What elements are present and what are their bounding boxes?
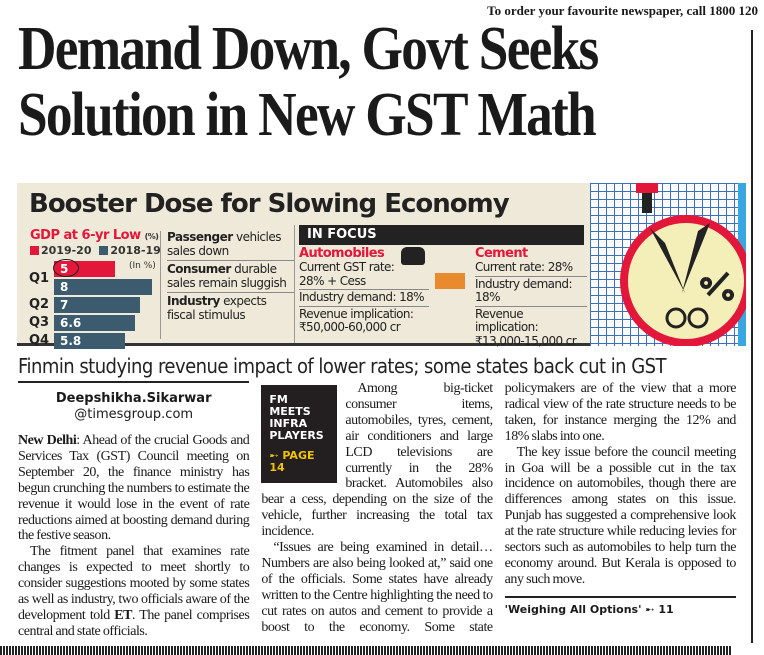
gdp-bar: 7 xyxy=(54,297,140,313)
point-keyword: Consumer xyxy=(167,262,231,276)
promo-line: INFRA xyxy=(269,417,308,430)
point-text: expects fiscal stimulus xyxy=(167,294,267,322)
gdp-bar: 5.8 xyxy=(54,333,126,349)
point-keyword: Passenger xyxy=(167,230,233,244)
in-focus-label: IN FOCUS xyxy=(299,225,584,245)
unit-note: (In %) xyxy=(129,261,156,271)
paragraph-text: The fitment panel that examines rate cha… xyxy=(18,544,250,623)
headline-line: Solution in New GST Math xyxy=(18,81,597,149)
car-icon xyxy=(401,247,425,265)
byline: Deepshikha.Sikarwar @timesgroup.com xyxy=(18,381,250,433)
point-keyword: Industry xyxy=(167,294,220,308)
continued-reference-link[interactable]: 'Weighing All Options' ➸ 11 xyxy=(504,595,736,616)
highlight-circle xyxy=(53,259,79,277)
focus-demand: Industry demand: 18% xyxy=(475,275,587,305)
legend-swatch-2018 xyxy=(99,246,109,255)
gdp-legend: 2019-20 2018-19 xyxy=(30,244,161,257)
article-columns: Deepshikha.Sikarwar @timesgroup.com New … xyxy=(18,381,736,640)
quarter-label: Q3 xyxy=(29,315,50,330)
gdp-bar: 8 xyxy=(54,279,152,295)
focus-demand: Industry demand: 18% xyxy=(299,289,429,305)
gdp-unit: (%) xyxy=(144,232,159,241)
promo-page: ➸ PAGE 14 xyxy=(269,449,315,474)
focus-revenue: ₹50,000-60,000 cr xyxy=(299,320,401,334)
point: Consumer durable sales remain sluggish xyxy=(167,261,294,293)
paragraph: The fitment panel that examines rate cha… xyxy=(18,544,250,639)
dateline: New Delhi xyxy=(18,433,77,448)
economy-points: Passenger vehicles sales down Consumer d… xyxy=(167,229,294,324)
paragraph-text: told xyxy=(89,607,115,623)
order-banner: To order your favourite newspaper, call … xyxy=(487,3,758,18)
focus-rate: Current rate: 28% xyxy=(475,260,573,274)
paragraph-text: . The panel comprises central and state … xyxy=(18,607,250,639)
automobiles-focus: Automobiles Current GST rate: 28% + Cess… xyxy=(299,246,429,335)
cement-focus: Cement Current rate: 28% Industry demand… xyxy=(475,246,587,348)
point-text: durable sales remain sluggish xyxy=(167,262,287,290)
promo-line: PLAYERS xyxy=(269,429,324,442)
paragraph-text: Among big-ticket consumer items, automob… xyxy=(261,381,493,540)
divider xyxy=(294,225,295,343)
quarter-label: Q4 xyxy=(29,333,50,348)
trowel-brick-icon xyxy=(435,273,465,289)
promo-line: FM MEETS xyxy=(269,393,311,418)
author-email: @timesgroup.com xyxy=(74,407,194,422)
infographic-title: Booster Dose for Slowing Economy xyxy=(29,189,510,219)
scissors-icon xyxy=(620,183,752,347)
focus-revenue-label: Revenue implication: xyxy=(475,305,587,335)
paragraph: The key issue before the council meeting… xyxy=(504,444,737,587)
point-text: vehicles sales down xyxy=(167,230,282,258)
subheadline: Finmin studying revenue impact of lower … xyxy=(18,354,666,378)
column-divider xyxy=(751,30,753,643)
dotted-border xyxy=(0,645,732,655)
promo-box[interactable]: FM MEETS INFRA PLAYERS ➸ PAGE 14 xyxy=(261,385,338,483)
paragraph: New Delhi: Ahead of the crucial Goods an… xyxy=(18,433,250,544)
focus-heading: Automobiles xyxy=(299,246,385,261)
paragraph-text: : Ahead of the crucial Goods and Service… xyxy=(18,433,250,544)
focus-rate: Current GST rate: 28% + Cess xyxy=(299,260,395,288)
quarter-label: Q2 xyxy=(29,297,50,312)
article-body: Deepshikha.Sikarwar @timesgroup.com New … xyxy=(0,381,736,655)
paragraph: “Issues are being examined in detail… Nu… xyxy=(261,381,736,635)
point: Passenger vehicles sales down xyxy=(167,229,294,261)
focus-revenue-label: Revenue implication: xyxy=(299,305,429,322)
gdp-title: GDP at 6-yr Low (%) xyxy=(30,228,159,243)
legend-swatch-2019 xyxy=(30,246,39,255)
point: Industry expects fiscal stimulus xyxy=(167,293,294,324)
paragraph: FM MEETS INFRA PLAYERS ➸ PAGE 14 Among big-t… xyxy=(261,381,493,540)
author-name: Deepshikha.Sikarwar xyxy=(55,391,212,406)
focus-revenue: ₹13,000-15,000 cr xyxy=(475,333,577,348)
infographic-panel: Booster Dose for Slowing Economy GDP at … xyxy=(17,183,590,349)
gdp-bar: 6.6 xyxy=(54,315,135,331)
legend-label: 2019-20 xyxy=(41,244,92,257)
headline: Demand Down, Govt Seeks Solution in New … xyxy=(18,16,654,148)
divider xyxy=(160,231,161,339)
publication-name: ET xyxy=(114,607,133,623)
focus-heading: Cement xyxy=(475,246,528,261)
headline-line: Demand Down, Govt Seeks xyxy=(18,15,599,83)
legend-label: 2018-19 xyxy=(110,244,161,257)
scissors-percent-illustration xyxy=(590,183,752,347)
gdp-title-text: GDP at 6-yr Low xyxy=(30,228,141,243)
quarter-label: Q1 xyxy=(29,271,50,286)
